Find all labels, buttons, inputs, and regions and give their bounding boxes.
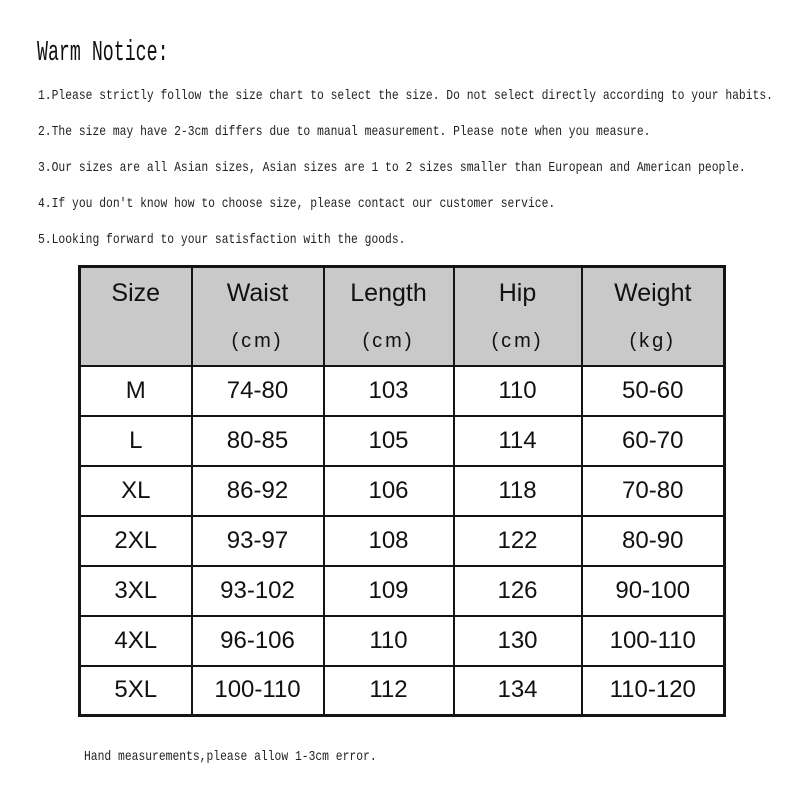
- column-header-hip: Hip (cm): [452, 265, 583, 367]
- hip-cell: 130: [452, 614, 583, 667]
- size-cell: 2XL: [78, 514, 193, 567]
- weight-cell: 90-100: [580, 564, 726, 617]
- hip-cell: 110: [452, 364, 583, 417]
- hip-cell: 114: [452, 414, 583, 467]
- notice-item: 2.The size may have 2-3cm differs due to…: [38, 124, 651, 140]
- waist-cell: 100-110: [190, 664, 325, 717]
- notice-item: 5.Looking forward to your satisfaction w…: [38, 232, 406, 248]
- weight-cell: 100-110: [580, 614, 726, 667]
- size-cell: 3XL: [78, 564, 193, 617]
- size-cell: XL: [78, 464, 193, 517]
- notice-item: 1.Please strictly follow the size chart …: [38, 88, 773, 104]
- weight-cell: 110-120: [580, 664, 726, 717]
- size-cell: 5XL: [78, 664, 193, 717]
- length-cell: 106: [322, 464, 455, 517]
- size-chart-table: Size Waist (cm) Length (cm) Hip (cm) Wei…: [78, 265, 726, 717]
- waist-cell: 93-102: [190, 564, 325, 617]
- notice-item: 3.Our sizes are all Asian sizes, Asian s…: [38, 160, 746, 176]
- length-cell: 109: [322, 564, 455, 617]
- column-unit: (cm): [362, 330, 415, 352]
- table-header: Size Waist (cm) Length (cm) Hip (cm) Wei…: [78, 265, 726, 367]
- column-unit: (kg): [629, 330, 676, 352]
- waist-cell: 80-85: [190, 414, 325, 467]
- column-label: Hip: [498, 279, 537, 307]
- size-cell: L: [78, 414, 193, 467]
- notice-item: 4.If you don't know how to choose size, …: [38, 196, 556, 212]
- notice-list: 1.Please strictly follow the size chart …: [38, 88, 800, 268]
- table-row: 5XL 100-110 112 134 110-120: [78, 664, 726, 717]
- waist-cell: 96-106: [190, 614, 325, 667]
- table-row: M 74-80 103 110 50-60: [78, 364, 726, 417]
- column-label: Length: [350, 279, 427, 307]
- column-header-waist: Waist (cm): [190, 265, 325, 367]
- size-cell: 4XL: [78, 614, 193, 667]
- footer-note: Hand measurements,please allow 1-3cm err…: [84, 749, 377, 765]
- weight-cell: 50-60: [580, 364, 726, 417]
- size-cell: M: [78, 364, 193, 417]
- column-unit: (cm): [491, 330, 544, 352]
- length-cell: 108: [322, 514, 455, 567]
- hip-cell: 126: [452, 564, 583, 617]
- length-cell: 105: [322, 414, 455, 467]
- table-row: 2XL 93-97 108 122 80-90: [78, 514, 726, 567]
- weight-cell: 70-80: [580, 464, 726, 517]
- warm-notice-title: Warm Notice:: [37, 36, 169, 69]
- table-row: 3XL 93-102 109 126 90-100: [78, 564, 726, 617]
- hip-cell: 118: [452, 464, 583, 517]
- column-label: Size: [111, 279, 161, 307]
- waist-cell: 93-97: [190, 514, 325, 567]
- waist-cell: 74-80: [190, 364, 325, 417]
- header-row: Size Waist (cm) Length (cm) Hip (cm) Wei…: [78, 265, 726, 367]
- column-label: Waist: [226, 279, 289, 307]
- length-cell: 112: [322, 664, 455, 717]
- waist-cell: 86-92: [190, 464, 325, 517]
- column-label: Weight: [614, 279, 692, 307]
- table-body: M 74-80 103 110 50-60 L 80-85 105 114 60…: [78, 364, 726, 717]
- table-row: XL 86-92 106 118 70-80: [78, 464, 726, 517]
- hip-cell: 122: [452, 514, 583, 567]
- weight-cell: 80-90: [580, 514, 726, 567]
- table-row: 4XL 96-106 110 130 100-110: [78, 614, 726, 667]
- column-header-weight: Weight (kg): [580, 265, 726, 367]
- length-cell: 110: [322, 614, 455, 667]
- weight-cell: 60-70: [580, 414, 726, 467]
- table-row: L 80-85 105 114 60-70: [78, 414, 726, 467]
- column-header-length: Length (cm): [322, 265, 455, 367]
- column-unit: (cm): [231, 330, 284, 352]
- hip-cell: 134: [452, 664, 583, 717]
- column-header-size: Size: [78, 265, 193, 367]
- length-cell: 103: [322, 364, 455, 417]
